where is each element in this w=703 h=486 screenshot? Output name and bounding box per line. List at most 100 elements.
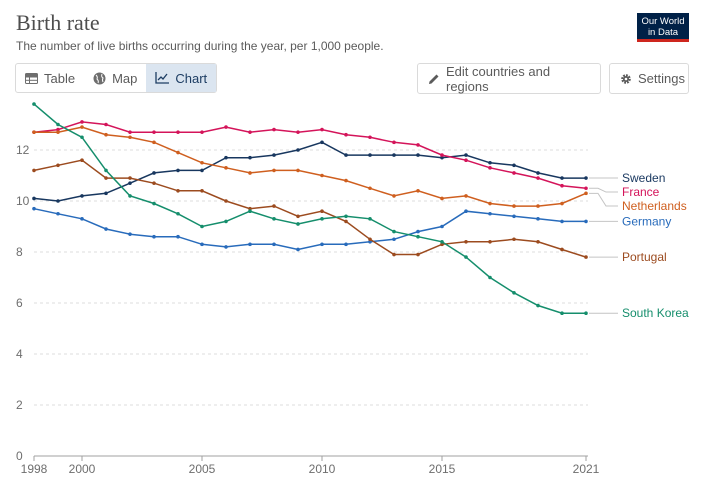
- logo-line-1: Our World: [641, 16, 685, 27]
- tab-map[interactable]: Map: [84, 64, 146, 92]
- data-point-portugal: [464, 240, 468, 244]
- data-point-sweden: [272, 153, 276, 157]
- data-point-germany: [248, 242, 252, 247]
- data-point-france: [104, 122, 108, 127]
- series-line-netherlands: [34, 126, 587, 207]
- data-point-south-korea: [296, 222, 300, 226]
- data-point-portugal: [104, 176, 108, 180]
- settings-button[interactable]: Settings: [609, 63, 689, 94]
- view-tabs: Table Map Chart: [15, 63, 218, 93]
- line-chart-icon: [155, 72, 170, 84]
- tab-chart[interactable]: Chart: [146, 64, 217, 92]
- data-point-germany: [272, 242, 276, 247]
- data-point-france: [56, 127, 60, 132]
- data-point-south-korea: [320, 217, 324, 221]
- edit-countries-button[interactable]: Edit countries and regions: [417, 63, 601, 94]
- data-point-sweden: [176, 168, 180, 173]
- data-point-france: [416, 143, 420, 147]
- data-point-sweden: [536, 171, 540, 175]
- x-tick-label: 2015: [429, 462, 456, 476]
- series-label-portugal: Portugal: [622, 250, 667, 264]
- data-point-sweden: [152, 171, 156, 175]
- data-point-germany: [320, 242, 324, 247]
- data-point-south-korea: [224, 219, 228, 224]
- data-point-netherlands: [512, 204, 516, 208]
- x-tick-label: 2010: [309, 462, 336, 476]
- data-point-portugal: [416, 252, 420, 257]
- data-point-south-korea: [80, 135, 84, 140]
- data-point-portugal: [56, 163, 60, 168]
- data-point-portugal: [536, 240, 540, 244]
- data-point-germany: [392, 237, 396, 242]
- edit-countries-label: Edit countries and regions: [446, 63, 551, 94]
- y-tick-label: 10: [16, 194, 30, 208]
- data-point-france: [272, 127, 276, 132]
- tab-table[interactable]: Table: [16, 64, 84, 92]
- data-point-sweden: [464, 153, 468, 157]
- logo-line-2: in Data: [647, 27, 679, 38]
- data-point-france: [464, 158, 468, 162]
- data-point-germany: [512, 214, 516, 219]
- data-point-south-korea: [344, 214, 348, 219]
- series-layer: [32, 102, 588, 316]
- data-point-germany: [584, 219, 588, 224]
- owid-logo[interactable]: Our World in Data: [637, 13, 689, 42]
- data-point-south-korea: [128, 194, 132, 198]
- series-line-sweden: [33, 141, 586, 202]
- data-point-germany: [296, 247, 300, 252]
- data-point-france: [344, 132, 348, 137]
- data-point-south-korea: [152, 201, 156, 206]
- data-point-south-korea: [392, 229, 396, 234]
- series-label-netherlands: Netherlands: [622, 199, 687, 213]
- data-point-sweden: [32, 196, 36, 201]
- data-point-netherlands: [536, 204, 540, 208]
- data-point-sweden: [128, 181, 132, 185]
- data-point-portugal: [560, 247, 564, 252]
- data-point-netherlands: [440, 196, 444, 201]
- series-label-sweden: Sweden: [622, 171, 665, 185]
- data-point-south-korea: [248, 209, 252, 213]
- data-point-france: [320, 127, 324, 132]
- data-point-france: [296, 130, 300, 134]
- data-point-sweden: [488, 160, 492, 165]
- data-point-germany: [536, 217, 540, 221]
- data-point-germany: [152, 234, 156, 239]
- data-point-france: [200, 130, 204, 134]
- series-line-france: [33, 121, 587, 190]
- data-point-france: [80, 120, 84, 124]
- data-point-portugal: [272, 204, 276, 208]
- data-point-portugal: [128, 176, 132, 180]
- data-point-germany: [224, 245, 228, 249]
- data-point-sweden: [296, 148, 300, 152]
- data-point-sweden: [584, 176, 588, 180]
- data-point-sweden: [560, 176, 564, 180]
- data-point-south-korea: [512, 291, 516, 295]
- data-point-netherlands: [464, 194, 468, 198]
- data-point-netherlands: [56, 130, 60, 134]
- data-point-south-korea: [56, 122, 60, 127]
- data-point-france: [440, 153, 444, 157]
- data-point-portugal: [584, 255, 588, 259]
- data-point-germany: [488, 211, 492, 216]
- x-tick-label: 1998: [21, 462, 48, 476]
- data-point-france: [584, 186, 588, 191]
- y-tick-label: 8: [16, 245, 23, 259]
- data-point-netherlands: [128, 135, 132, 140]
- data-point-sweden: [440, 155, 444, 160]
- data-point-sweden: [344, 153, 348, 157]
- data-point-sweden: [104, 191, 108, 196]
- data-point-south-korea: [464, 255, 468, 259]
- data-point-sweden: [368, 153, 372, 157]
- series-label-south-korea: South Korea: [622, 306, 689, 320]
- grid-layer: [34, 149, 588, 457]
- data-point-portugal: [344, 219, 348, 224]
- data-point-netherlands: [296, 168, 300, 173]
- data-point-sweden: [512, 163, 516, 168]
- data-point-germany: [560, 219, 564, 224]
- data-point-sweden: [320, 140, 324, 145]
- data-point-germany: [128, 232, 132, 236]
- tab-chart-label: Chart: [175, 70, 208, 86]
- pencil-icon: [428, 73, 440, 85]
